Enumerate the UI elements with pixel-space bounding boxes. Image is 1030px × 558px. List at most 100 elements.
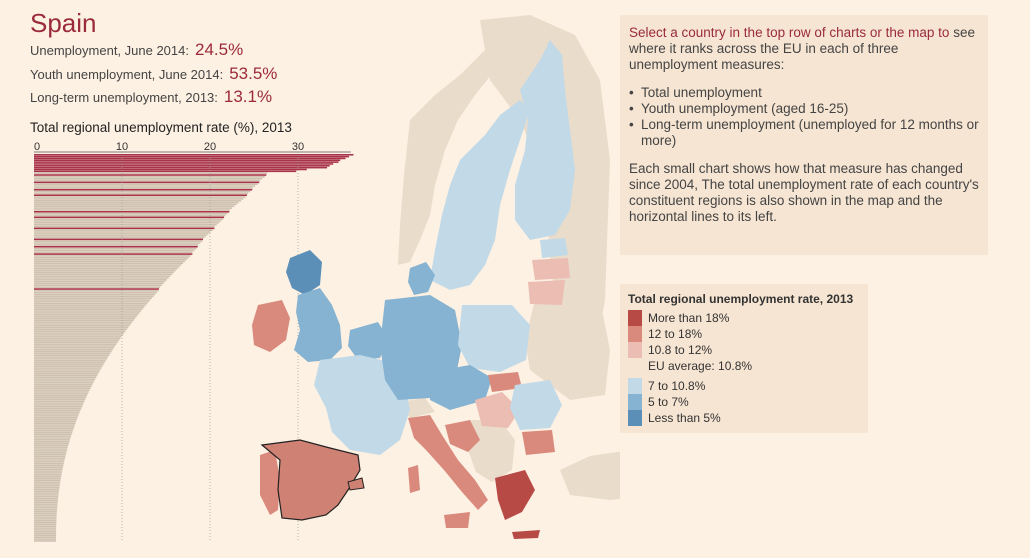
bar-selected-region[interactable] xyxy=(34,216,225,219)
bar-region[interactable] xyxy=(34,415,79,417)
bar-region[interactable] xyxy=(34,473,62,476)
bar-region[interactable] xyxy=(34,334,123,336)
bar-region[interactable] xyxy=(34,391,89,393)
map-region-estonia[interactable] xyxy=(540,238,568,258)
bar-region[interactable] xyxy=(34,387,91,390)
bar-region[interactable] xyxy=(34,275,171,277)
bar-selected-region[interactable] xyxy=(34,194,247,197)
bar-region[interactable] xyxy=(34,409,81,412)
bar-region[interactable] xyxy=(34,358,107,360)
bar-region[interactable] xyxy=(34,207,233,209)
map-region-scotland[interactable] xyxy=(286,250,322,295)
bar-region[interactable] xyxy=(34,461,65,463)
bar-region[interactable] xyxy=(34,231,211,233)
bar-region[interactable] xyxy=(34,486,60,489)
bar-region[interactable] xyxy=(34,255,191,257)
europe-map[interactable] xyxy=(230,0,620,558)
bar-region[interactable] xyxy=(34,472,62,474)
bar-region[interactable] xyxy=(34,488,60,491)
bar-region[interactable] xyxy=(34,343,117,345)
map-region-czech-austria[interactable] xyxy=(430,365,492,410)
bar-region[interactable] xyxy=(34,225,215,228)
bar-region[interactable] xyxy=(34,319,134,322)
bar-region[interactable] xyxy=(34,279,167,281)
bar-region[interactable] xyxy=(34,426,75,428)
bar-region[interactable] xyxy=(34,304,146,307)
bar-region[interactable] xyxy=(34,177,263,180)
bar-region[interactable] xyxy=(34,260,185,263)
map-region-finland[interactable] xyxy=(515,40,575,240)
bar-region[interactable] xyxy=(34,183,258,185)
bar-region[interactable] xyxy=(34,185,256,187)
bar-selected-region[interactable] xyxy=(34,163,334,165)
bar-region[interactable] xyxy=(34,326,129,329)
bar-region[interactable] xyxy=(34,446,68,448)
bar-selected-region[interactable] xyxy=(34,288,159,290)
bar-region[interactable] xyxy=(34,345,116,347)
bar-region[interactable] xyxy=(34,374,98,377)
bar-selected-region[interactable] xyxy=(34,159,341,162)
bar-region[interactable] xyxy=(34,407,82,410)
map-region-balearic-islands[interactable] xyxy=(347,477,365,491)
bar-region[interactable] xyxy=(34,201,239,204)
bar-region[interactable] xyxy=(34,466,63,469)
bar-region[interactable] xyxy=(34,459,65,461)
bar-region[interactable] xyxy=(34,262,184,265)
bar-region[interactable] xyxy=(34,347,114,349)
bar-region[interactable] xyxy=(34,350,112,353)
bar-selected-region[interactable] xyxy=(34,154,354,156)
bar-region[interactable] xyxy=(34,402,84,404)
map-region-spain[interactable] xyxy=(260,439,361,521)
bar-region[interactable] xyxy=(34,302,148,305)
bar-selected-region[interactable] xyxy=(34,181,260,184)
bar-region[interactable] xyxy=(34,290,159,292)
bar-region[interactable] xyxy=(34,187,253,189)
bar-region[interactable] xyxy=(34,536,57,539)
bar-region[interactable] xyxy=(34,199,242,202)
bar-region[interactable] xyxy=(34,462,64,465)
bar-region[interactable] xyxy=(34,269,176,272)
bar-region[interactable] xyxy=(34,361,105,364)
bar-region[interactable] xyxy=(34,405,83,408)
bar-region[interactable] xyxy=(34,299,151,301)
bar-region[interactable] xyxy=(34,389,90,391)
bar-region[interactable] xyxy=(34,512,57,515)
map-region-crete[interactable] xyxy=(512,530,540,539)
bar-region[interactable] xyxy=(34,481,61,483)
bar-region[interactable] xyxy=(34,301,149,303)
bar-region[interactable] xyxy=(34,527,57,529)
map-region-ireland[interactable] xyxy=(252,300,290,352)
bar-region[interactable] xyxy=(34,172,268,174)
bar-region[interactable] xyxy=(34,277,169,279)
bar-region[interactable] xyxy=(34,365,103,368)
bar-region[interactable] xyxy=(34,376,97,379)
bar-region[interactable] xyxy=(34,477,61,480)
bar-region[interactable] xyxy=(34,382,94,384)
bar-region[interactable] xyxy=(34,198,244,200)
bar-region[interactable] xyxy=(34,429,73,432)
bar-region[interactable] xyxy=(34,286,161,288)
map-region-benelux[interactable] xyxy=(348,322,388,360)
bar-region[interactable] xyxy=(34,516,57,518)
bar-region[interactable] xyxy=(34,356,109,358)
bar-region[interactable] xyxy=(34,514,57,516)
bar-region[interactable] xyxy=(34,464,64,467)
bar-region[interactable] xyxy=(34,359,106,362)
bar-region[interactable] xyxy=(34,363,104,366)
bar-region[interactable] xyxy=(34,348,113,351)
bar-region[interactable] xyxy=(34,468,63,471)
bar-region[interactable] xyxy=(34,369,101,371)
map-region-poland[interactable] xyxy=(458,305,530,372)
bar-region[interactable] xyxy=(34,234,207,237)
bar-region[interactable] xyxy=(34,450,67,452)
bar-region[interactable] xyxy=(34,396,87,399)
bar-region[interactable] xyxy=(34,431,73,434)
bar-selected-region[interactable] xyxy=(34,245,198,248)
bar-region[interactable] xyxy=(34,233,209,235)
bar-region[interactable] xyxy=(34,448,68,450)
bar-region[interactable] xyxy=(34,247,197,250)
bar-region[interactable] xyxy=(34,479,61,482)
bar-region[interactable] xyxy=(34,442,69,445)
bar-region[interactable] xyxy=(34,525,57,528)
map-region-belarus-ukraine[interactable] xyxy=(525,290,610,400)
